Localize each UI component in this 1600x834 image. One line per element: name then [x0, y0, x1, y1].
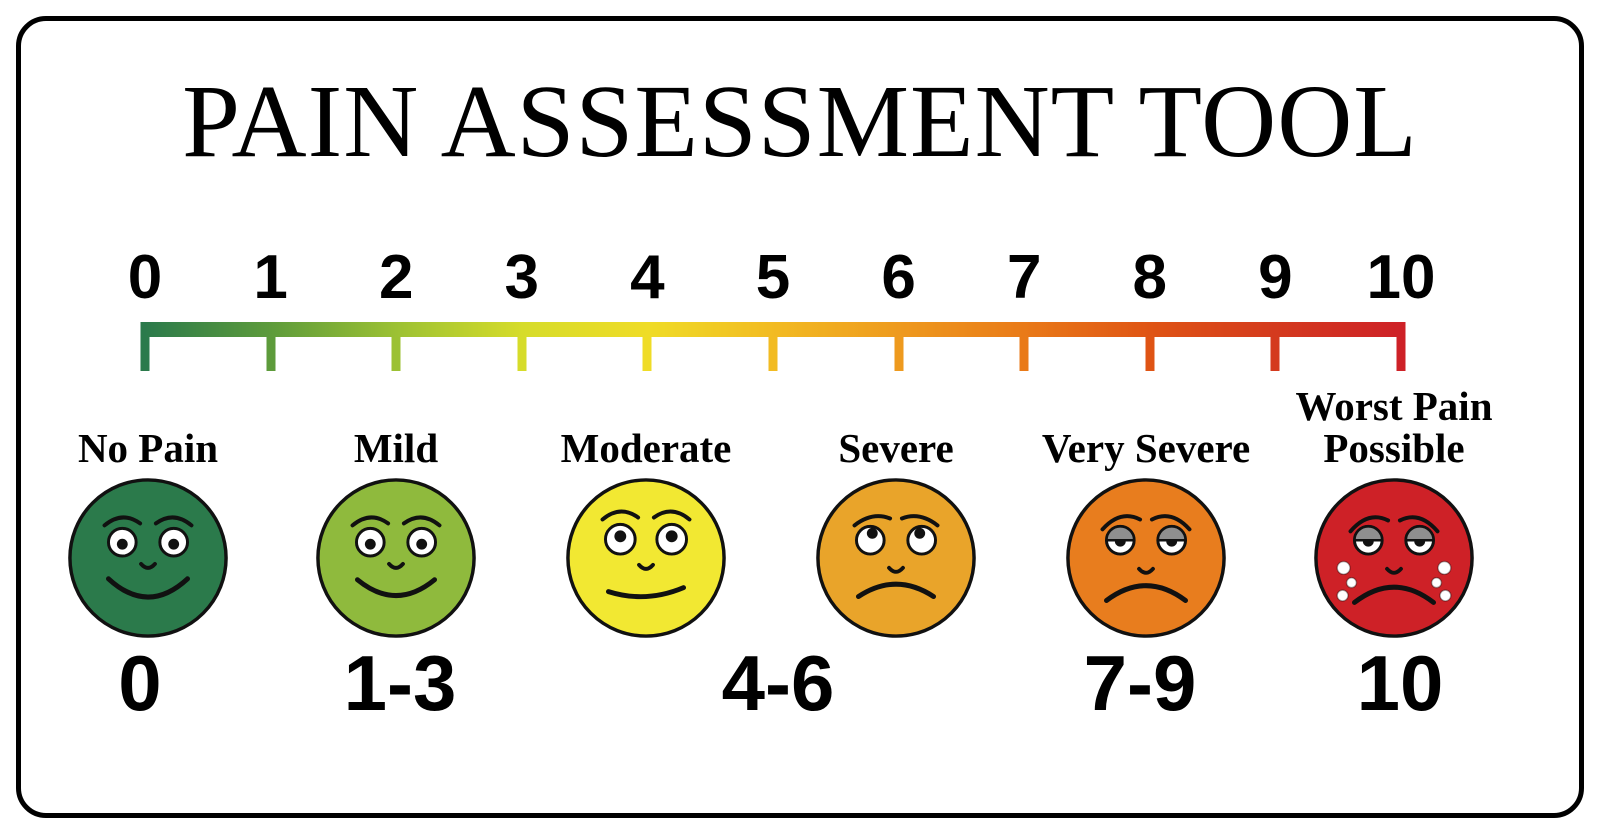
face-label: Worst Pain Possible	[1295, 383, 1493, 472]
face-group-moderate: Moderate	[521, 392, 771, 642]
face-group-very-severe: Very Severe	[1021, 392, 1271, 642]
scale-tick	[1019, 322, 1029, 371]
scale-number: 9	[1258, 243, 1293, 312]
range-label: 7-9	[1083, 639, 1197, 727]
scale-tick	[1145, 322, 1155, 371]
scale-number: 7	[1006, 243, 1042, 312]
face-worst-pain-icon	[1314, 478, 1474, 638]
face-severe-icon	[816, 478, 976, 638]
page-title: PAIN ASSESSMENT TOOL	[182, 64, 1418, 179]
face-group-severe: Severe	[771, 392, 1021, 642]
scale-number: 2	[378, 243, 414, 312]
scale-number: 10	[1366, 243, 1436, 312]
scale-tick	[266, 322, 276, 371]
face-moderate-icon	[566, 478, 726, 638]
scale-number: 4	[630, 243, 665, 312]
face-group-no-pain: No Pain	[23, 392, 273, 642]
scale-number: 1	[253, 243, 288, 312]
face-mild-icon	[316, 478, 476, 638]
scale-numbers-row: 0 1 2 3 4 5 6 7 8 9 10	[128, 240, 1436, 315]
face-label: Severe	[838, 425, 954, 472]
face-group-mild: Mild	[271, 392, 521, 642]
scale-gradient-bar	[145, 322, 1401, 337]
scale-tick	[140, 322, 150, 371]
range-label: 4-6	[721, 639, 835, 727]
ranges-row: 0 1-3 4-6 7-9 10	[0, 638, 1600, 728]
face-no-pain-icon	[68, 478, 228, 638]
face-very-severe-icon	[1066, 478, 1226, 638]
face-label: Mild	[353, 425, 439, 472]
range-label: 10	[1356, 639, 1444, 727]
scale-tick	[517, 322, 527, 371]
scale-tick	[391, 322, 401, 371]
scale-number: 5	[755, 243, 791, 312]
face-label: Moderate	[560, 425, 732, 472]
range-label: 0	[118, 639, 162, 727]
scale-tick	[768, 322, 778, 371]
scale-number: 8	[1132, 243, 1168, 312]
range-label: 1-3	[343, 639, 457, 727]
poster-frame	[16, 16, 1584, 818]
scale-tick	[894, 322, 904, 371]
face-label: No Pain	[77, 425, 219, 472]
scale-number: 0	[127, 243, 163, 312]
scale-number: 6	[881, 243, 916, 312]
face-label: Very Severe	[1041, 425, 1251, 472]
scale-tick	[1270, 322, 1280, 371]
scale-tick	[1396, 322, 1406, 371]
scale-number: 3	[504, 243, 540, 312]
scale-ticks-row	[140, 322, 1406, 372]
scale-tick	[642, 322, 652, 371]
face-group-worst-pain: Worst Pain Possible	[1269, 383, 1519, 642]
